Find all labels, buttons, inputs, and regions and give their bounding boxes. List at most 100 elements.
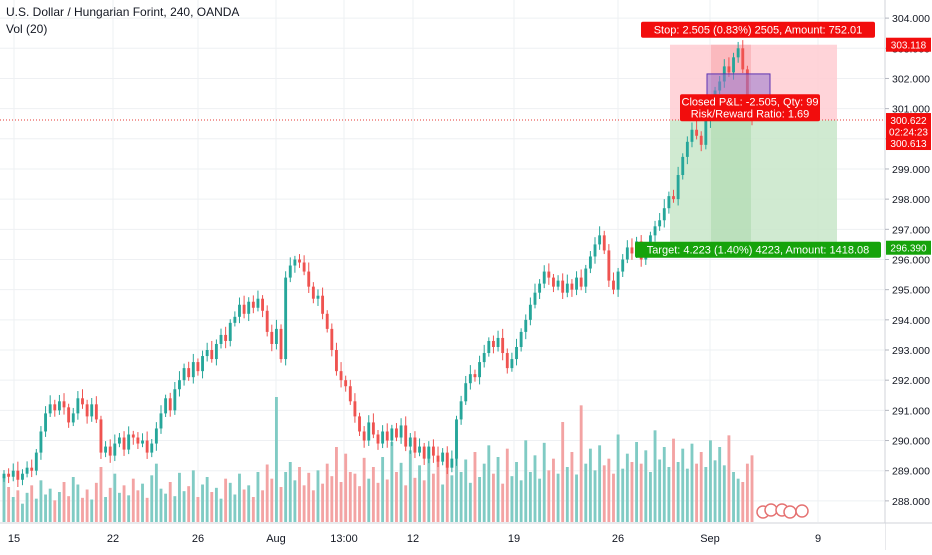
volume-bar — [579, 405, 583, 522]
candle-body — [478, 362, 482, 378]
candle-body — [625, 247, 629, 260]
volume-bar — [510, 476, 514, 522]
price-axis: 288.000 289.000 290.000 291.000 292.000 293.0… — [884, 0, 932, 550]
candle-body — [653, 226, 657, 236]
candle-body — [612, 280, 615, 290]
candle-body — [94, 404, 98, 420]
candle-body — [118, 437, 121, 444]
volume-bar — [302, 485, 306, 522]
candle-body — [154, 428, 158, 444]
candle-body — [704, 120, 708, 145]
volume-bar — [404, 485, 408, 522]
candle-body — [159, 413, 163, 429]
candle-body — [90, 404, 94, 417]
candle-body — [736, 48, 740, 58]
volume-bar — [455, 430, 458, 522]
candle-body — [53, 404, 57, 411]
volume-bar — [533, 455, 537, 522]
volume-bar — [57, 492, 61, 522]
volume-bar — [482, 463, 486, 522]
candle-body — [561, 280, 565, 293]
economic-event-flag — [764, 503, 778, 517]
candle-body — [524, 319, 528, 332]
candle-body — [168, 398, 172, 411]
candle-body — [279, 328, 283, 360]
candle-body — [16, 470, 20, 480]
volume-bar — [48, 488, 52, 522]
economic-event-flag — [795, 504, 809, 518]
candle-body — [7, 473, 11, 477]
volume-bar — [648, 472, 652, 522]
volume-bar — [30, 485, 34, 522]
candle-body — [381, 431, 385, 444]
volume-bars — [2, 397, 754, 522]
volume-bar — [395, 472, 398, 522]
volume-bar — [745, 463, 749, 522]
economic-event-flag — [783, 505, 797, 519]
volume-bar — [11, 497, 15, 522]
volume-bar — [727, 435, 731, 522]
candle-body — [62, 401, 66, 408]
candle-body — [11, 470, 15, 477]
volume-bar — [496, 457, 500, 522]
volume-bar — [575, 474, 578, 522]
target-zone-trade — [711, 120, 751, 248]
y-tick-label: 304.000 — [892, 13, 930, 25]
price-marker-label: 300.613 — [890, 139, 927, 150]
y-tick-label: 294.000 — [892, 315, 930, 327]
candle-body — [191, 362, 195, 378]
candle-body — [681, 156, 685, 176]
chart-legend: U.S. Dollar / Hungarian Forint, 240, OAN… — [6, 4, 239, 38]
candle-body — [672, 196, 675, 200]
candle-body — [39, 431, 43, 453]
y-tick-label: 293.000 — [892, 345, 930, 357]
stop-label-bg — [641, 21, 875, 38]
candle-body — [205, 350, 209, 357]
y-tick-label: 292.000 — [892, 375, 930, 387]
volume-bar — [201, 484, 204, 522]
volume-bar — [718, 447, 722, 522]
target-label: Target: 4.223 (1.40%) 4223, Amount: 1418… — [635, 241, 881, 258]
volume-bar — [741, 482, 745, 522]
candle-body — [468, 374, 472, 384]
volume-bar — [330, 476, 334, 522]
x-tick-label: 26 — [192, 533, 204, 545]
candle-body — [30, 467, 34, 471]
volume-bar — [219, 498, 223, 522]
price-marker-bg — [886, 136, 931, 151]
volume-bar — [293, 480, 297, 522]
candle-body — [552, 277, 555, 287]
candle-body — [173, 389, 177, 411]
candle-body — [284, 277, 288, 360]
volume-bar — [168, 482, 172, 522]
volume-bar — [196, 497, 200, 522]
y-tick-label: 298.000 — [892, 194, 930, 206]
x-tick-label: 12 — [407, 533, 419, 545]
candle-body — [362, 431, 366, 441]
candle-body — [2, 473, 6, 479]
candle-body — [510, 359, 514, 369]
candle-body — [85, 404, 89, 417]
volume-bar — [53, 500, 57, 522]
volume-bar — [487, 445, 491, 522]
y-tick-label: 297.000 — [892, 224, 930, 236]
symbol-title: U.S. Dollar / Hungarian Forint, 240, OAN… — [6, 5, 240, 19]
candle-body — [464, 383, 468, 402]
candle-body — [658, 220, 662, 227]
candle-body — [302, 262, 306, 272]
volume-bar — [722, 465, 726, 522]
candle-body — [348, 386, 352, 402]
candle-body — [528, 304, 532, 320]
candle-body — [48, 404, 52, 414]
volume-bar — [307, 472, 311, 522]
volume-bar — [279, 487, 283, 522]
volume-bar — [284, 472, 288, 522]
volume-bar — [2, 476, 6, 522]
candle-body — [261, 298, 264, 311]
risk-reward-text: Risk/Reward Ratio: 1.69 — [691, 108, 810, 120]
volume-bar — [750, 455, 754, 522]
volume-bar — [621, 468, 625, 522]
